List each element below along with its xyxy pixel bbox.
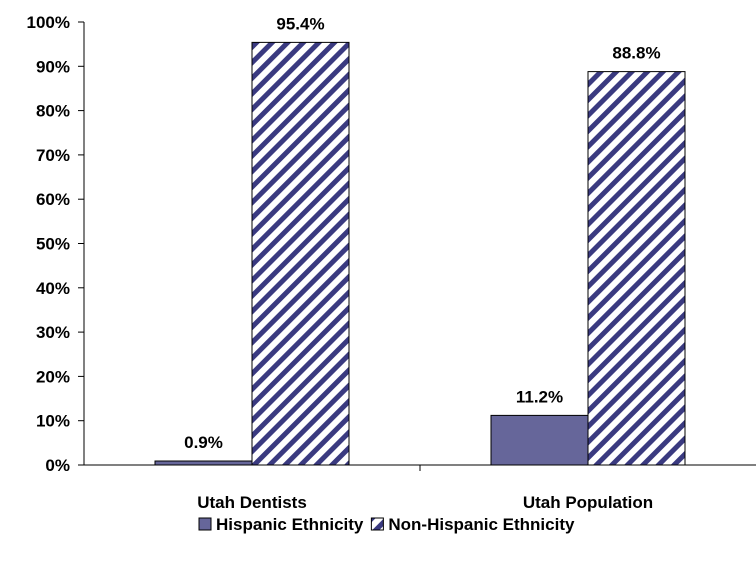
bar-non-hispanic-population xyxy=(587,71,686,466)
y-tick-label: 10% xyxy=(36,412,70,431)
bar-non-hispanic-dentists xyxy=(251,41,350,466)
y-tick-label: 90% xyxy=(36,57,70,76)
y-tick-label: 20% xyxy=(36,367,70,386)
legend-label-non-hispanic: Non-Hispanic Ethnicity xyxy=(388,515,575,534)
x-category-label: Utah Dentists xyxy=(197,493,307,512)
bar-hispanic-dentists xyxy=(154,460,253,466)
y-tick-label: 50% xyxy=(36,235,70,254)
y-tick-label: 40% xyxy=(36,279,70,298)
legend-label-hispanic: Hispanic Ethnicity xyxy=(216,515,364,534)
y-tick-label: 60% xyxy=(36,190,70,209)
legend: Hispanic Ethnicity Non-Hispanic Ethnicity xyxy=(198,515,575,534)
data-label: 95.4% xyxy=(276,14,324,33)
y-tick-label: 100% xyxy=(27,13,70,32)
data-label: 88.8% xyxy=(612,44,660,63)
data-labels: 0.9% 95.4% 11.2% 88.8% xyxy=(184,14,660,452)
legend-swatch-non-hispanic xyxy=(370,517,384,531)
axes: 0% 10% 20% 30% 40% 50% 60% 70% 80% 90% 100% Utah De… xyxy=(27,13,756,512)
y-tick-label: 80% xyxy=(36,102,70,121)
legend-swatch-hispanic xyxy=(198,517,212,531)
bars xyxy=(154,41,686,466)
bar-hispanic-population xyxy=(490,414,589,466)
y-tick-label: 0% xyxy=(45,456,70,475)
data-label: 11.2% xyxy=(516,387,563,406)
y-tick-label: 70% xyxy=(36,146,70,165)
x-category-label: Utah Population xyxy=(523,493,653,512)
y-tick-label: 30% xyxy=(36,323,70,342)
data-label: 0.9% xyxy=(184,433,223,452)
